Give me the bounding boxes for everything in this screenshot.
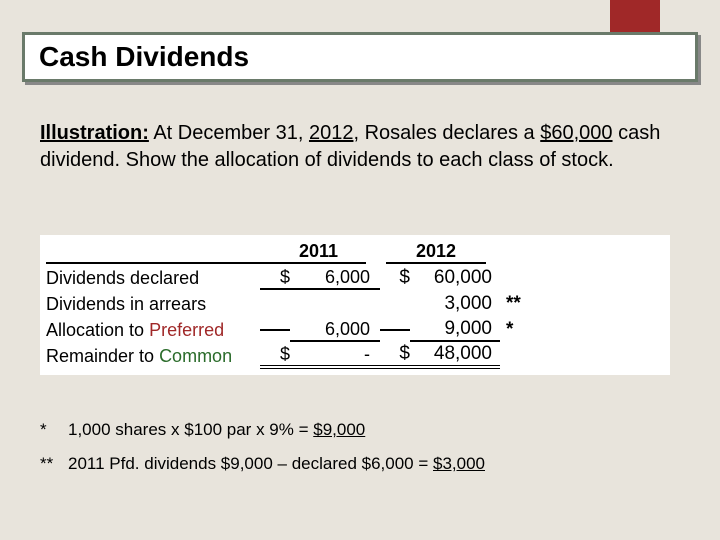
footnote: *1,000 shares x $100 par x 9% = $9,000 [40,420,680,440]
header-year-1: 2011 [46,241,366,264]
footnote: **2011 Pfd. dividends $9,000 – declared … [40,454,680,474]
illustration-year: 2012 [309,122,354,144]
accent-block [610,0,660,32]
slide-title: Cash Dividends [39,41,681,73]
dividend-table: 2011 2012 Dividends declared $ 6,000 $ 6… [40,235,670,375]
table-header: 2011 2012 [40,239,670,265]
header-year-2: 2012 [386,241,486,264]
table-row: Remainder to Common $ - $ 48,000 [40,343,670,369]
illustration-label: Illustration: [40,122,149,144]
footnotes: *1,000 shares x $100 par x 9% = $9,000 *… [40,420,680,488]
table-row: Allocation to Preferred 6,000 9,000 * [40,317,670,343]
illustration-text: Illustration: At December 31, 2012, Rosa… [40,120,665,174]
illustration-amount: $60,000 [540,122,612,144]
title-box: Cash Dividends [22,32,698,82]
table-row: Dividends declared $ 6,000 $ 60,000 [40,265,670,291]
table-row: Dividends in arrears 3,000 ** [40,291,670,317]
